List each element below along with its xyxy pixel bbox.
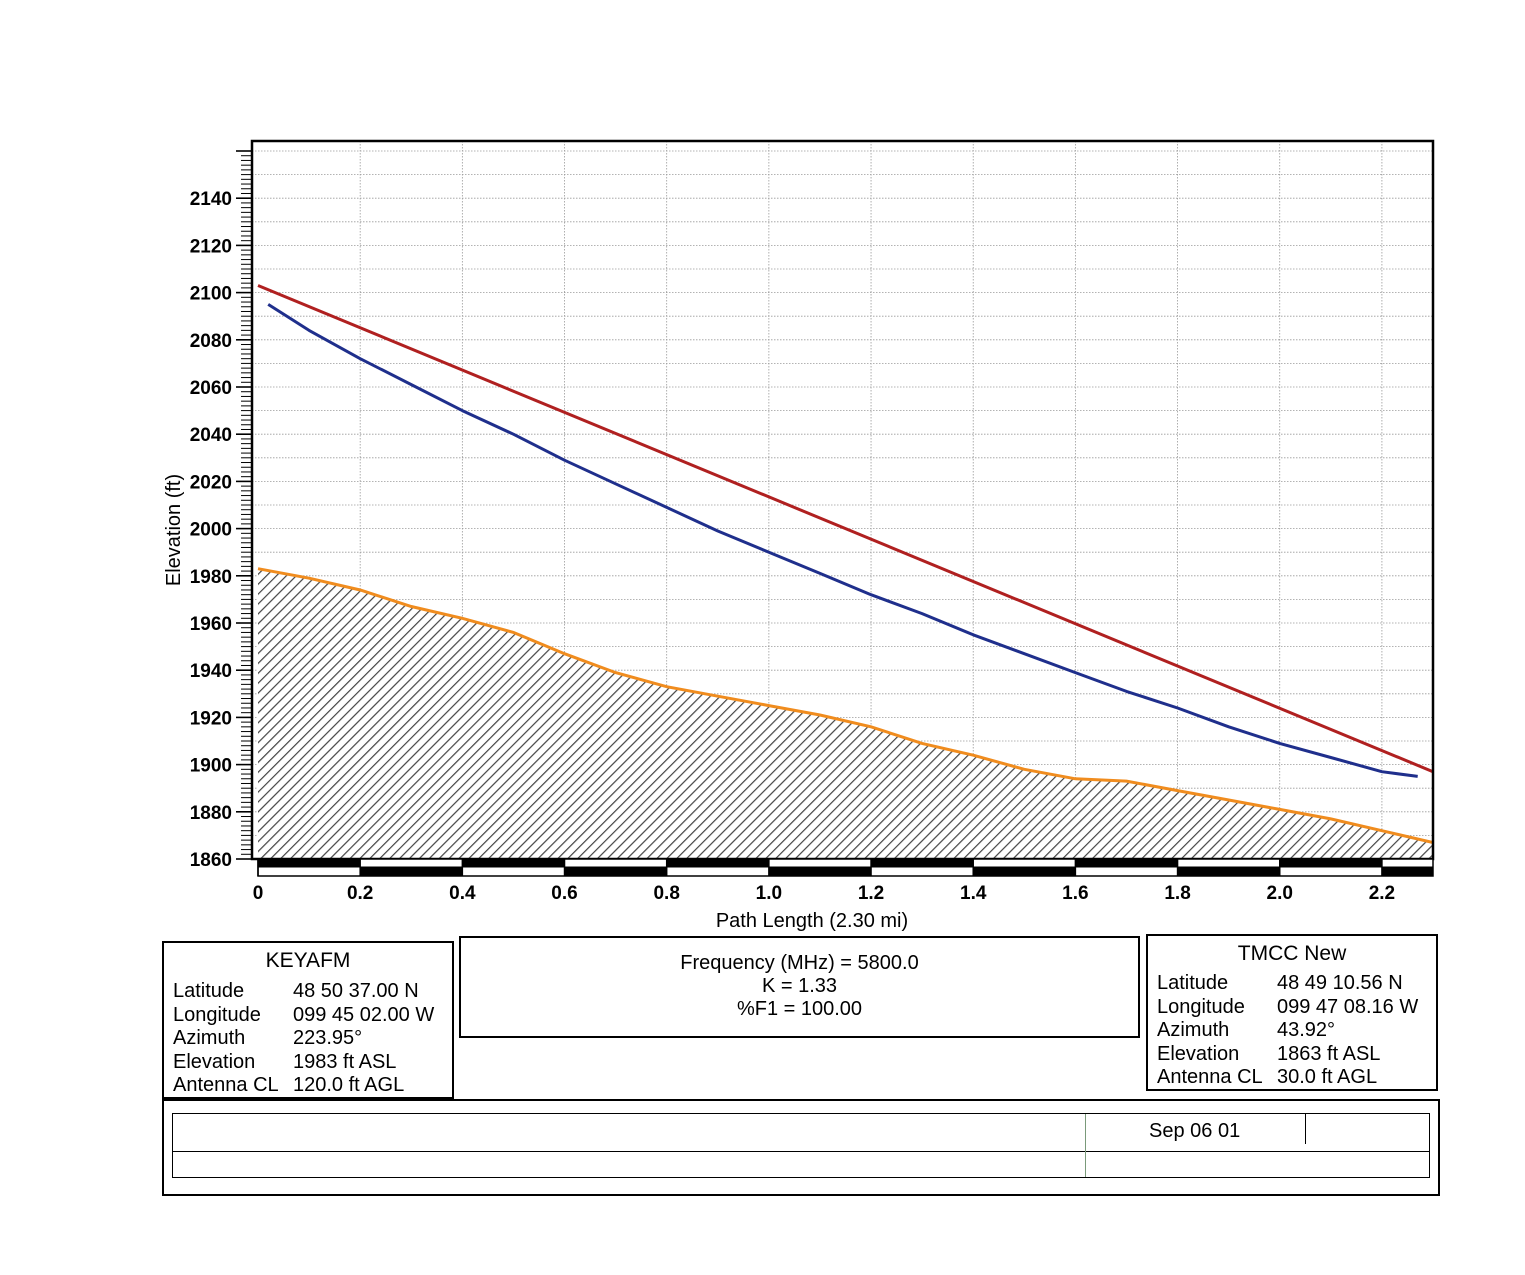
x-tick-label: 1.6 [1062, 883, 1088, 904]
title-block-column-divider [1085, 1114, 1086, 1177]
site-b-row-latitude: Latitude 48 49 10.56 N [1157, 972, 1418, 996]
y-tick-label: 1940 [190, 661, 232, 682]
line-of-sight-line [257, 284, 1433, 774]
y-tick-label: 2120 [190, 236, 232, 257]
field-label: Latitude [173, 980, 245, 1002]
field-label: Antenna CL [1157, 1066, 1263, 1088]
y-axis-label: Elevation (ft) [163, 474, 185, 586]
field-value: 099 47 08.16 W [1277, 995, 1419, 1018]
scale-bar-segment [1075, 859, 1178, 867]
x-tick-label: 2.0 [1267, 883, 1293, 904]
fresnel-zone-line [267, 303, 1418, 778]
y-tick-label: 2040 [190, 425, 232, 446]
field-label: Elevation [173, 1050, 256, 1073]
field-value: 43.92° [1277, 1019, 1336, 1041]
scale-bar-segment [973, 867, 1076, 876]
terrain-profile-line [257, 567, 1433, 844]
chart-series [257, 284, 1433, 859]
site-b-row-longitude: Longitude 099 47 08.16 W [1157, 996, 1418, 1020]
y-tick-label: 1900 [190, 756, 232, 777]
scale-bar-segment [258, 859, 361, 867]
x-tick-label: 0 [253, 883, 264, 904]
site-a-row-latitude: Latitude 48 50 37.00 N [173, 980, 434, 1004]
y-tick-label: 1880 [190, 803, 232, 824]
field-value: 120.0 ft AGL [293, 1074, 405, 1096]
scale-bar-segment [871, 859, 974, 867]
path-profile-chart: 1860 1880 1900 1920 1940 1960 1980 2000 2020 2040… [163, 139, 1435, 932]
fresnel-percent-text: %F1 = 100.00 [736, 998, 863, 1020]
x-axis-label: Path Length (2.30 mi) [716, 910, 908, 932]
scale-bar-segment [564, 867, 667, 876]
field-value: 48 50 37.00 N [293, 980, 419, 1002]
scale-bar-segment [1279, 859, 1382, 867]
x-tick-label: 0.2 [347, 883, 373, 904]
title-block-column-divider [1305, 1114, 1306, 1144]
site-a-panel: KEYAFM Latitude 48 50 37.00 N Longitude 09… [162, 941, 454, 1099]
field-value: 48 49 10.56 N [1277, 972, 1403, 994]
field-value: 099 45 02.00 W [293, 1003, 435, 1026]
x-tick-label: 0.6 [551, 883, 577, 904]
field-label: Longitude [173, 1003, 261, 1026]
site-b-name: TMCC New [1237, 942, 1347, 965]
site-a-row-antenna-cl: Antenna CL 120.0 ft AGL [173, 1074, 434, 1098]
x-tick-label: 0.8 [653, 883, 679, 904]
site-b-row-azimuth: Azimuth 43.92° [1157, 1019, 1418, 1043]
site-a-row-longitude: Longitude 099 45 02.00 W [173, 1004, 434, 1028]
field-label: Antenna CL [173, 1074, 279, 1096]
link-parameters: Frequency (MHz) = 5800.0 K = 1.33 %F1 = … [461, 952, 1138, 1021]
site-a-row-azimuth: Azimuth 223.95° [173, 1027, 434, 1051]
y-tick-label: 1920 [190, 708, 232, 729]
y-tick-label: 1860 [190, 850, 232, 871]
x-tick-label: 1.4 [960, 883, 987, 904]
k-factor-text: K = 1.33 [761, 975, 838, 997]
scale-bar-segment [666, 859, 769, 867]
title-block-divider [173, 1151, 1429, 1152]
y-tick-label: 2020 [190, 472, 232, 493]
field-value: 1983 ft ASL [293, 1050, 397, 1073]
y-tick-labels: 1860 1880 1900 1920 1940 1960 1980 2000 2020 2040… [190, 189, 232, 871]
site-b-panel: TMCC New Latitude 48 49 10.56 N Longitude… [1146, 934, 1438, 1091]
frequency-text: Frequency (MHz) = 5800.0 [680, 952, 919, 974]
x-tick-label: 2.2 [1369, 883, 1395, 904]
scale-bar-segment [360, 867, 463, 876]
title-block-inner: Sep 06 01 [172, 1113, 1430, 1178]
field-label: Azimuth [173, 1027, 246, 1049]
title-block: Sep 06 01 [162, 1099, 1440, 1196]
site-a-fields: Latitude 48 50 37.00 N Longitude 099 45 02… [173, 980, 434, 1098]
y-minor-ticks [236, 150, 252, 860]
x-tick-label: 1.8 [1164, 883, 1190, 904]
terrain-fill [258, 568, 1433, 859]
scale-bar-segment [1177, 867, 1280, 876]
y-tick-label: 2080 [190, 331, 232, 352]
field-value: 30.0 ft AGL [1277, 1066, 1378, 1088]
date-text: Sep 06 01 [1149, 1120, 1241, 1142]
site-a-name: KEYAFM [265, 949, 351, 972]
scale-bar-segment [462, 859, 565, 867]
scale-bar-segment [768, 867, 872, 876]
link-parameters-panel: Frequency (MHz) = 5800.0 K = 1.33 %F1 = … [459, 936, 1140, 1038]
x-tick-label: 1.2 [858, 883, 884, 904]
y-tick-label: 1980 [190, 567, 232, 588]
x-tick-label: 0.4 [449, 883, 476, 904]
y-tick-label: 2140 [190, 189, 232, 210]
scale-bar-segment [1381, 867, 1433, 876]
field-label: Longitude [1157, 995, 1245, 1018]
field-label: Azimuth [1157, 1019, 1230, 1041]
y-tick-label: 2060 [190, 378, 232, 399]
x-tick-label: 1.0 [756, 883, 782, 904]
field-value: 1863 ft ASL [1277, 1042, 1381, 1065]
site-a-row-elevation: Elevation 1983 ft ASL [173, 1051, 434, 1075]
site-b-row-antenna-cl: Antenna CL 30.0 ft AGL [1157, 1066, 1418, 1090]
y-tick-label: 1960 [190, 614, 232, 635]
field-label: Latitude [1157, 972, 1229, 994]
site-b-row-elevation: Elevation 1863 ft ASL [1157, 1043, 1418, 1067]
distance-scale-bar [257, 858, 1434, 877]
y-tick-label: 2000 [190, 520, 232, 541]
site-b-fields: Latitude 48 49 10.56 N Longitude 099 47 08… [1157, 972, 1418, 1090]
x-tick-labels: 0 0.2 0.4 0.6 0.8 1.0 1.2 1.4 1.6 1.8 2.0 2.2 [253, 883, 1395, 904]
y-tick-label: 2100 [190, 284, 232, 305]
field-value: 223.95° [293, 1027, 363, 1049]
field-label: Elevation [1157, 1042, 1240, 1065]
